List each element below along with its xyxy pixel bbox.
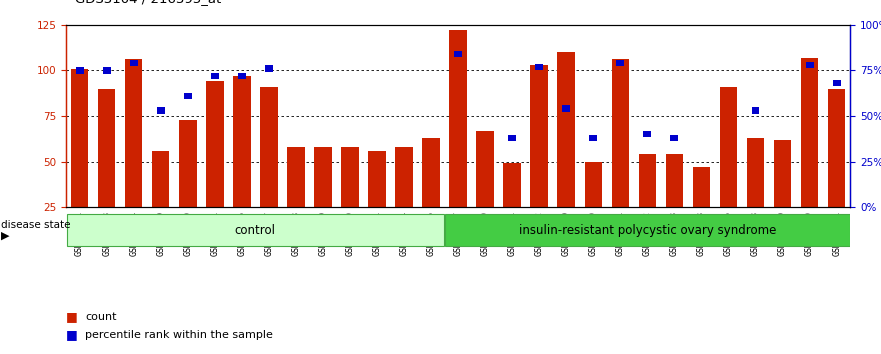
Text: GSM156763: GSM156763 [697, 211, 706, 256]
Text: ■: ■ [66, 310, 78, 323]
Text: GSM156187: GSM156187 [454, 211, 463, 256]
Text: count: count [85, 312, 117, 322]
Bar [503, 163, 521, 207]
Text: GSM155729: GSM155729 [156, 211, 166, 256]
Bar [720, 87, 737, 207]
Bar [179, 120, 196, 207]
Text: GSM155631: GSM155631 [75, 211, 84, 256]
Bar [130, 60, 137, 66]
Bar [368, 150, 386, 207]
Bar [589, 135, 597, 141]
Text: GSM155644: GSM155644 [130, 211, 138, 256]
Text: GSM156180: GSM156180 [345, 211, 354, 256]
Bar [396, 147, 413, 207]
Bar [98, 88, 115, 207]
Bar [828, 88, 846, 207]
Bar [260, 87, 278, 207]
Text: insulin-resistant polycystic ovary syndrome: insulin-resistant polycystic ovary syndr… [519, 224, 776, 236]
Bar [530, 65, 548, 207]
Bar [287, 147, 305, 207]
Bar [211, 73, 218, 79]
Bar [67, 214, 444, 246]
Bar [315, 147, 332, 207]
Bar [774, 139, 791, 207]
Text: GSM156177: GSM156177 [264, 211, 273, 256]
Text: GSM156753: GSM156753 [670, 211, 679, 256]
Text: disease state: disease state [1, 220, 70, 230]
Text: GSM156181: GSM156181 [373, 211, 381, 256]
Text: GSM156752: GSM156752 [643, 211, 652, 256]
Bar [536, 63, 544, 70]
Bar [233, 76, 250, 207]
Bar [670, 135, 678, 141]
Bar [152, 150, 169, 207]
Text: GSM156950: GSM156950 [805, 211, 814, 256]
Text: GSM156510: GSM156510 [481, 211, 490, 256]
Bar [639, 154, 656, 207]
Bar [184, 93, 192, 99]
Bar [206, 81, 224, 207]
Text: GSM156948: GSM156948 [751, 211, 760, 256]
Text: GSM156178: GSM156178 [292, 211, 300, 256]
Bar [611, 59, 629, 207]
Bar [508, 135, 516, 141]
Text: GSM156184: GSM156184 [400, 211, 409, 256]
Text: ■: ■ [66, 328, 78, 341]
Bar [70, 69, 88, 207]
Text: GSM156951: GSM156951 [833, 211, 841, 256]
Bar [422, 138, 440, 207]
Text: GSM156749: GSM156749 [562, 211, 571, 256]
Bar [445, 214, 849, 246]
Text: GSM156176: GSM156176 [237, 211, 247, 256]
Bar [125, 59, 143, 207]
Bar [617, 60, 625, 66]
Bar [747, 138, 765, 207]
Bar [103, 67, 111, 74]
Text: GSM156171: GSM156171 [211, 211, 219, 256]
Text: GSM156179: GSM156179 [318, 211, 328, 256]
Bar [584, 161, 602, 207]
Bar [751, 107, 759, 114]
Bar [692, 167, 710, 207]
Bar [449, 30, 467, 207]
Bar [801, 58, 818, 207]
Text: percentile rank within the sample: percentile rank within the sample [85, 330, 273, 339]
Bar [558, 52, 575, 207]
Text: GSM155643: GSM155643 [102, 211, 111, 256]
Text: control: control [235, 224, 276, 236]
Text: GSM156750: GSM156750 [589, 211, 598, 256]
Bar [666, 154, 683, 207]
Bar [562, 105, 570, 112]
Text: GDS3104 / 216395_at: GDS3104 / 216395_at [75, 0, 221, 5]
Bar [833, 80, 840, 86]
Text: GSM156512: GSM156512 [535, 211, 544, 256]
Bar [265, 65, 273, 72]
Bar [805, 62, 813, 68]
Bar [477, 131, 494, 207]
Bar [643, 131, 651, 137]
Bar [76, 67, 84, 74]
Text: GSM156186: GSM156186 [426, 211, 435, 256]
Text: GSM156946: GSM156946 [724, 211, 733, 256]
Text: GSM156751: GSM156751 [616, 211, 625, 256]
Text: GSM156170: GSM156170 [183, 211, 192, 256]
Text: GSM156511: GSM156511 [507, 211, 516, 256]
Text: ▶: ▶ [1, 230, 10, 240]
Bar [238, 73, 246, 79]
Bar [341, 147, 359, 207]
Text: GSM156949: GSM156949 [778, 211, 787, 256]
Bar [157, 107, 165, 114]
Bar [455, 51, 462, 57]
